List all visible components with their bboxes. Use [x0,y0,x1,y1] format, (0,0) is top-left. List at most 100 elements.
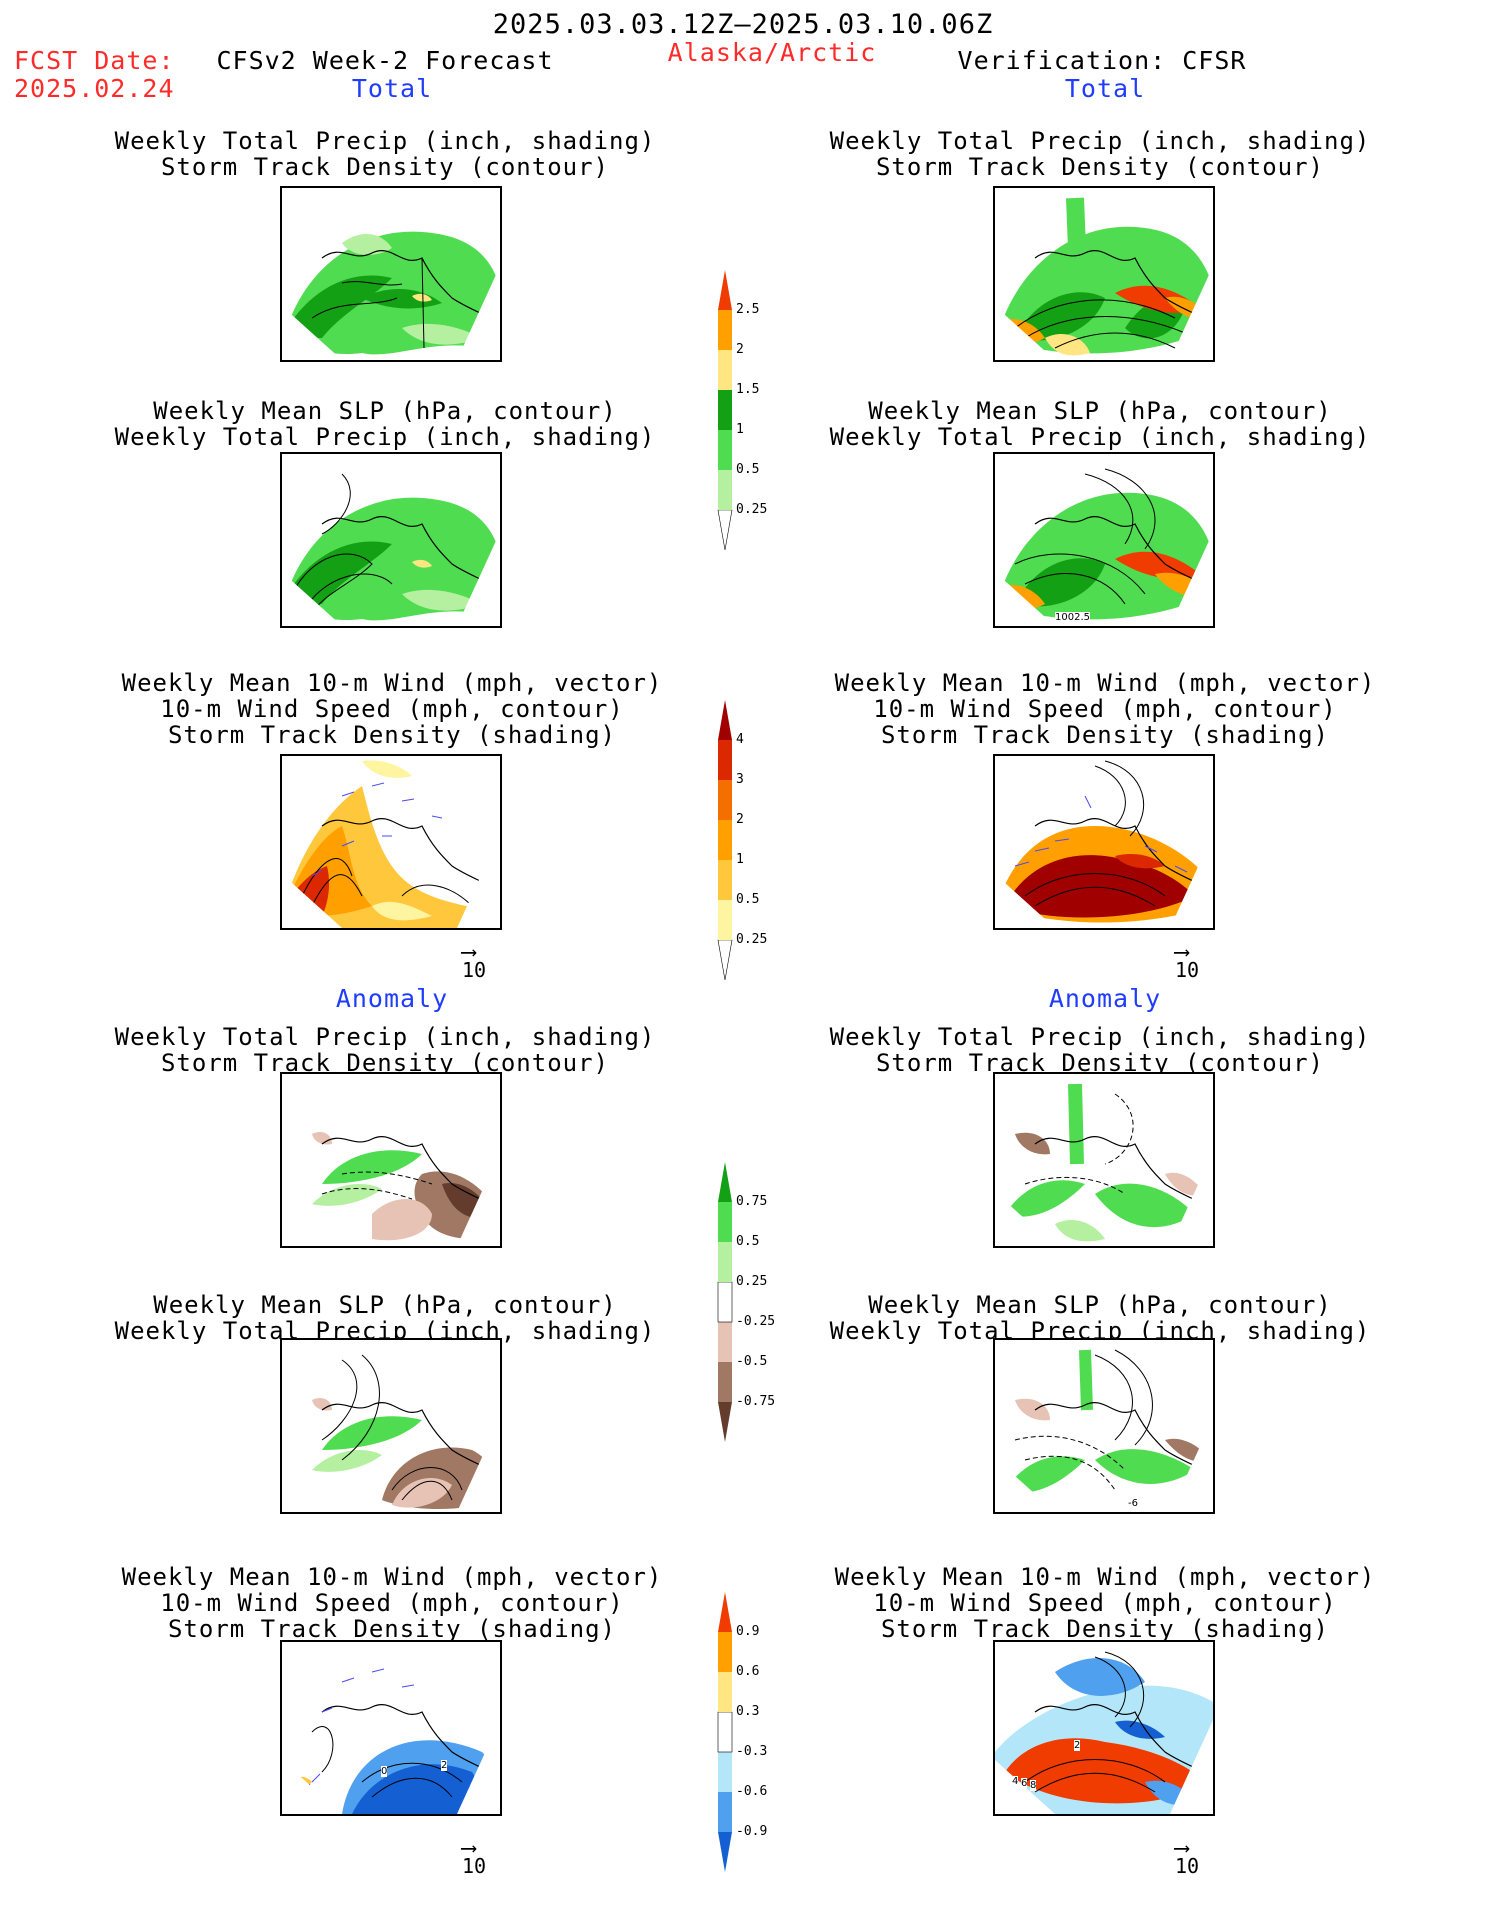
title-line: Weekly Total Precip (inch, shading) [114,423,656,451]
colorbar-segment [718,780,732,820]
map-anom-fcst-wind: 0 2 [280,1640,502,1816]
colorbar-tick-label: 0.25 [736,932,768,947]
title-total-fcst-wind: Weekly Mean 10-m Wind (mph, vector) 10-m… [122,670,663,748]
colorbar-tick-label: 1.5 [736,382,760,397]
colorbar-tick-label: -0.25 [736,1314,776,1329]
title-anom-cfsr-slp: Weekly Mean SLP (hPa, contour) Weekly To… [830,1292,1371,1344]
map-total-cfsr-slp: 1002.5 [993,452,1215,628]
slp-anom-contour-label: -6 [1128,1498,1138,1509]
colorbar-segment [718,820,732,860]
map-anom-cfsr-slp: -6 [993,1338,1215,1514]
colorbar-segment [718,1792,732,1832]
wind-anom-label-a: 0 [381,1766,388,1777]
colorbar-tick-label: 0.9 [736,1624,760,1639]
section-total-right: Total [1064,74,1146,103]
colorbar-tick-label: -0.3 [736,1744,768,1759]
title-anom-fcst-slp: Weekly Mean SLP (hPa, contour) Weekly To… [115,1292,656,1344]
colorbar-segment [718,1632,732,1672]
title-line: Weekly Total Precip (inch, shading) [829,127,1371,155]
vector-ref-value: 10 [1175,958,1200,982]
title-line: Weekly Mean SLP (hPa, contour) [153,1291,617,1319]
title-line: Storm Track Density (shading) [880,1615,1330,1643]
wind-anom-label-d: 8 [1030,1780,1037,1791]
map-anom-cfsr-precip [993,1072,1215,1248]
colorbar-tick-label: 1 [736,852,744,867]
colorbar-tick-label: 0.5 [736,892,760,907]
title-total-fcst-precip: Weekly Total Precip (inch, shading) Stor… [115,128,656,180]
wind-anom-label-c: 6 [1021,1778,1028,1789]
title-total-cfsr-slp: Weekly Mean SLP (hPa, contour) Weekly To… [830,398,1371,450]
title-total-fcst-slp: Weekly Mean SLP (hPa, contour) Weekly To… [115,398,656,450]
arrow-right-icon: ⟶ [1175,940,1189,965]
colorbar-tick-label: 1 [736,422,744,437]
colorbar-segment [718,1592,732,1632]
title-line: Storm Track Density (shading) [167,721,617,749]
colorbar-graphic [717,1592,733,1872]
fcst-date-label: FCST Date: [14,46,175,75]
title-line: 10-m Wind Speed (mph, contour) [160,695,624,723]
colorbar-segment [718,310,732,350]
colorbar-segment [717,1281,733,1323]
colorbar-tick-label: -0.9 [736,1824,768,1839]
arrow-right-icon: ⟶ [1175,1836,1189,1861]
colorbar-tick-label: 0.5 [736,462,760,477]
title-line: Weekly Mean SLP (hPa, contour) [868,397,1332,425]
colorbar-tick-label: 2 [736,812,744,827]
colorbar-tick-label: 2.5 [736,302,760,317]
title-total-cfsr-precip: Weekly Total Precip (inch, shading) Stor… [830,128,1371,180]
map-total-fcst-slp [280,452,502,628]
period-title: 2025.03.03.12Z–2025.03.10.06Z [492,9,994,40]
colorbar-tick-label: 0.6 [736,1664,760,1679]
colorbar-tick-label: 4 [736,732,744,747]
title-line: 10-m Wind Speed (mph, contour) [160,1589,624,1617]
colorbar-segment [718,900,732,940]
wind-anom-label-b: 2 [441,1760,448,1771]
title-line: Weekly Mean SLP (hPa, contour) [868,1291,1332,1319]
colorbar-storm-total: 4 3 2 1 0.5 0.25 [717,700,767,984]
colorbar-precip-anom: 0.75 0.5 0.25 -0.25 -0.5 -0.75 [717,1162,775,1446]
title-line: Weekly Mean 10-m Wind (mph, vector) [834,669,1376,697]
vector-ref-value: 10 [462,958,487,982]
colorbar-segment [718,1202,732,1242]
arrow-right-icon: ⟶ [462,940,476,965]
vector-ref-value: 10 [1175,1854,1200,1878]
title-anom-fcst-wind: Weekly Mean 10-m Wind (mph, vector) 10-m… [122,1564,663,1642]
colorbar-segment [718,1752,732,1792]
vector-ref-value: 10 [462,1854,487,1878]
title-line: Storm Track Density (contour) [160,153,610,181]
title-line: Storm Track Density (shading) [880,721,1330,749]
model-title: CFSv2 Week-2 Forecast [216,46,554,75]
title-total-cfsr-wind: Weekly Mean 10-m Wind (mph, vector) 10-m… [835,670,1376,748]
colorbar-segment [718,430,732,470]
colorbar-segment [718,1402,732,1442]
title-line: Weekly Mean SLP (hPa, contour) [153,397,617,425]
colorbar-precip-total: 2.5 2 1.5 1 0.5 0.25 [717,270,767,554]
colorbar-segment [717,939,733,981]
colorbar-tick-label: 0.5 [736,1234,760,1249]
colorbar-tick-label: 0.3 [736,1704,760,1719]
colorbar-segment [717,509,733,551]
colorbar-graphic [717,700,733,981]
colorbar-tick-label: -0.6 [736,1784,768,1799]
colorbar-graphic [717,1162,733,1442]
colorbar-segment [718,1322,732,1362]
vector-ref-total-fcst: ⟶ 10 [462,940,487,982]
title-line: Weekly Total Precip (inch, shading) [829,423,1371,451]
colorbar-segment [718,1672,732,1712]
section-total-left: Total [351,74,433,103]
colorbar-tick-label: 2 [736,342,744,357]
map-total-cfsr-precip [993,186,1215,362]
vector-ref-anom-fcst: ⟶ 10 [462,1838,487,1878]
title-anom-cfsr-precip: Weekly Total Precip (inch, shading) Stor… [830,1024,1371,1076]
colorbar-segment [718,270,732,310]
section-anomaly-left: Anomaly [335,984,449,1013]
colorbar-tick-label: 0.75 [736,1194,768,1209]
colorbar-tick-label: 0.25 [736,1274,768,1289]
title-line: Storm Track Density (contour) [875,153,1325,181]
wind-anom-label-a: 2 [1074,1740,1081,1751]
vector-ref-anom-cfsr: ⟶ 10 [1175,1836,1200,1878]
title-line: Storm Track Density (shading) [167,1615,617,1643]
title-line: Weekly Total Precip (inch, shading) [829,1023,1371,1051]
map-anom-fcst-slp [280,1338,502,1514]
colorbar-segment [718,860,732,900]
